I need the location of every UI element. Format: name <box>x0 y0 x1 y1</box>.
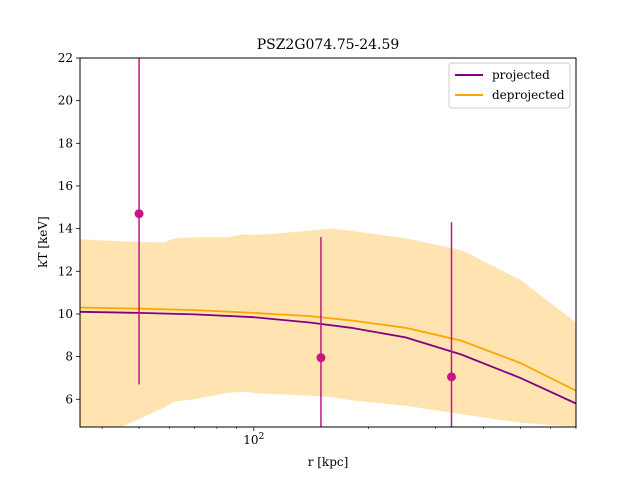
series-line-projected <box>80 310 576 405</box>
legend: projected deprojected <box>448 62 571 109</box>
series-line-deprojected <box>80 306 576 392</box>
axis-ticks-layer: 6 8 10 12 14 16 18 20 22 102 <box>58 51 577 447</box>
chart-title: PSZ2G074.75-24.59 <box>257 37 400 53</box>
plot-frame <box>79 57 577 428</box>
y-tick-label: 8 <box>65 350 73 364</box>
y-tick-label: 22 <box>58 51 73 65</box>
y-tick-label: 20 <box>58 94 73 108</box>
legend-label-projected: projected <box>492 68 550 82</box>
y-tick-label: 16 <box>58 179 73 193</box>
plot-background <box>80 58 576 427</box>
data-point-3 <box>446 372 456 382</box>
y-tick-label: 12 <box>58 264 73 278</box>
y-tick-label: 18 <box>58 136 73 150</box>
data-point-2 <box>316 353 326 363</box>
data-points-layer <box>134 58 456 427</box>
legend-label-deprojected: deprojected <box>492 88 565 102</box>
y-tick-label: 10 <box>58 307 73 321</box>
data-point-1 <box>134 209 144 219</box>
y-tick-label: 14 <box>58 222 74 236</box>
x-axis-label: r [kpc] <box>308 455 349 469</box>
x-tick-label: 102 <box>243 432 264 447</box>
y-axis-label: kT [keV] <box>36 216 50 268</box>
series-lines-layer <box>80 306 576 405</box>
y-tick-label: 6 <box>65 392 73 406</box>
